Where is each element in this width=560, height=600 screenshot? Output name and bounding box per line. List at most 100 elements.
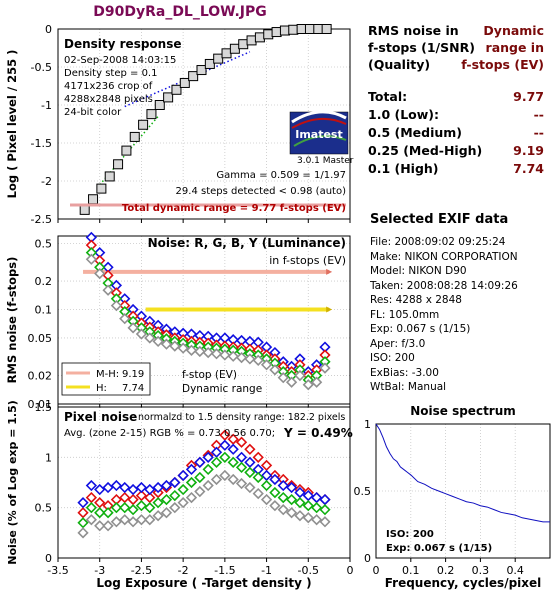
pixel-noise-point-y [135, 514, 148, 526]
pixel-noise-point-b [194, 456, 206, 468]
pixel-noise-point-g [285, 493, 298, 506]
pixel-noise-point-r [77, 507, 89, 519]
noise-point-y [210, 348, 223, 360]
spectrum-line [375, 423, 550, 523]
pixel-noise-point-b [160, 479, 173, 492]
pixel-noise-point-y [285, 507, 298, 519]
pixel-noise-point-b [135, 481, 148, 494]
spectrum-iso: ISO: 200 [386, 529, 434, 540]
y-tick-label: 1.5 [35, 401, 53, 414]
noise-point-y [169, 340, 181, 352]
logo-swoosh-red [291, 117, 347, 129]
rms-value: 7.74 [513, 161, 544, 176]
density-info-line: 4288x2848 pixels [64, 94, 153, 105]
pixel-noise-point-b [185, 463, 198, 476]
pixel-noise-point-y [252, 487, 264, 500]
rms-label: 0.1 (High) [368, 161, 439, 176]
y-tick-label: 0 [364, 552, 371, 565]
density-point [88, 194, 99, 205]
pixel-noise-point-b [244, 456, 256, 468]
pixel-noise-point-y [185, 491, 198, 504]
pixel-noise-avg: Avg. (zone 2-15) RGB % = 0.73 0.56 0.70; [64, 428, 275, 439]
exif-row: ExBias: -3.00 [370, 366, 439, 379]
density-point [204, 58, 215, 69]
x-tick-label: 0.3 [472, 564, 490, 577]
x-tick-label: -2 [178, 564, 189, 577]
pixel-noise-point-r [260, 459, 273, 472]
pixel-noise-point-b [319, 493, 331, 506]
exif-row: FL: 105.0mm [370, 308, 440, 321]
pixel-noise-point-y [294, 510, 306, 522]
rms-row: 0.1 (High) 7.74 [364, 160, 554, 178]
y-tick-label: 0.02 [28, 370, 53, 383]
pixel-noise-point-y [77, 527, 89, 539]
x-tick-label: 0.1 [402, 564, 420, 577]
y-tick-label: 0.01 [28, 398, 53, 411]
rms-header-line: f-stops (EV) [461, 57, 544, 72]
noise-point-y [85, 253, 98, 265]
pixel-noise-point-b [310, 491, 323, 504]
pixel-noise-point-y [119, 514, 131, 526]
pixel-noise-point-g [244, 466, 256, 479]
rms-header-line: f-stops (1/SNR) [368, 40, 475, 55]
pixel-noise-point-g [310, 502, 323, 514]
y-axis-label: Noise (% of Log exp = 1.5) [6, 400, 19, 565]
plot-frame [57, 28, 351, 220]
pixel-noise-point-y [260, 493, 273, 506]
pixel-noise-point-b [277, 479, 289, 492]
rms-header-line: RMS noise in [368, 23, 459, 38]
rms-value: -- [533, 125, 544, 140]
noise-point-y [110, 299, 123, 312]
y-tick-label: 0.5 [354, 485, 372, 498]
noise-subtitle: in f-stops (EV) [269, 254, 346, 267]
noise-note: Dynamic range [182, 383, 262, 395]
noise-point-y [269, 364, 281, 376]
noise-point-y [285, 376, 298, 388]
x-tick-label: -0.5 [298, 564, 319, 577]
pixel-noise-point-g [135, 500, 148, 512]
density-point [196, 65, 207, 76]
density-info-line: 24-bit color [64, 107, 122, 118]
pixel-noise-point-y [302, 512, 314, 524]
pixel-noise-point-y [310, 514, 323, 526]
noise-point-y [277, 372, 289, 384]
y-tick-label: 0 [45, 23, 52, 36]
pixel-noise-point-g [260, 479, 273, 492]
pixel-noise-point-b [110, 479, 123, 492]
rms-header-line: range in [485, 40, 544, 55]
noise-point-y [94, 267, 106, 280]
pixel-noise-point-y [194, 485, 206, 498]
rms-label: Total: [368, 89, 408, 104]
pixel-noise-point-g [269, 486, 281, 499]
x-tick-label: -3 [94, 564, 105, 577]
y-tick-label: 0.05 [28, 332, 53, 345]
rms-value: -- [533, 107, 544, 122]
exif-title: Selected EXIF data [370, 212, 509, 227]
density-point [96, 183, 107, 194]
density-point [154, 100, 165, 110]
x-tick-label: -1 [261, 564, 272, 577]
legend-value: 9.19 [122, 369, 144, 380]
density-point [138, 119, 149, 130]
noise-point-y [319, 362, 331, 374]
density-point [321, 24, 332, 34]
pixel-noise-point-y [269, 500, 281, 512]
density-point [188, 71, 199, 82]
density-point [246, 35, 257, 46]
noise-point-y [177, 342, 189, 354]
exif-row: Taken: 2008:08:28 14:09:26 [370, 279, 518, 292]
pixel-noise-point-y [85, 514, 98, 526]
x-tick-label: -2.5 [131, 564, 152, 577]
pixel-noise-point-g [94, 507, 106, 519]
noise-point-y [294, 369, 306, 382]
density-title: Density response [64, 37, 182, 51]
density-point [121, 145, 132, 156]
spectrum-title: Noise spectrum [410, 404, 516, 418]
noise-point-y [202, 346, 214, 359]
pixel-noise-point-g [235, 461, 248, 474]
noise-point-y [219, 349, 231, 361]
y-tick-label: -0.5 [31, 61, 52, 74]
pixel-noise-point-y [227, 473, 239, 486]
gamma-text: Gamma = 0.509 = 1/1.97 [216, 170, 346, 181]
pixel-noise-point-b [235, 451, 248, 463]
